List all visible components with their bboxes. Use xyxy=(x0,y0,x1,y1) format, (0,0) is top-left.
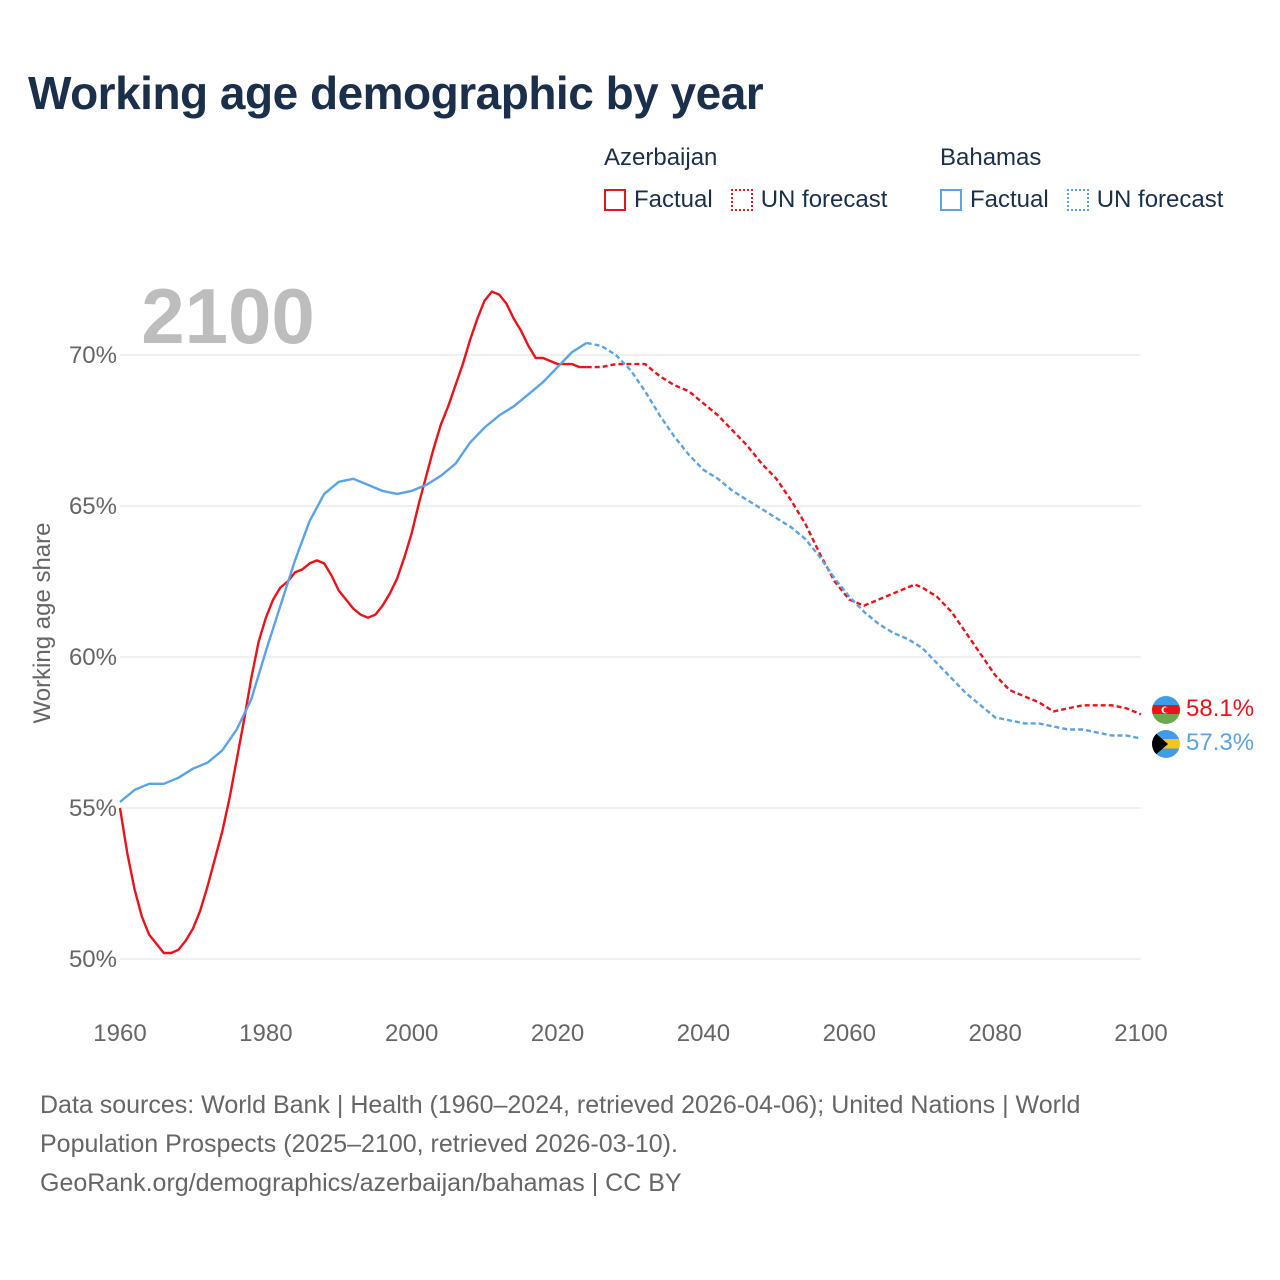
bahamas-end-label: 57.3% xyxy=(1186,729,1254,756)
y-tick-label: 50% xyxy=(69,946,117,973)
y-tick-label: 60% xyxy=(69,644,117,671)
chart-title: Working age demographic by year xyxy=(28,67,764,119)
azerbaijan-forecast-line xyxy=(586,362,1142,716)
legend-label-forecast[interactable]: UN forecast xyxy=(760,186,888,213)
footer-sources: Data sources: World Bank | Health (1960–… xyxy=(40,1086,1240,1203)
legend-country-label: Azerbaijan xyxy=(604,144,718,171)
x-tick-label: 2020 xyxy=(531,1020,584,1047)
bahamas-factual-line xyxy=(119,341,588,803)
x-tick-label: 2060 xyxy=(823,1020,876,1047)
legend-swatch-factual[interactable] xyxy=(604,189,626,211)
legend-label-factual[interactable]: Factual xyxy=(634,186,713,213)
x-tick-label: 2100 xyxy=(1114,1020,1167,1047)
footer-line[interactable]: GeoRank.org/demographics/azerbaijan/baha… xyxy=(40,1169,682,1197)
legend-country-label: Bahamas xyxy=(940,144,1042,171)
y-axis-ticks: 50% 55% 60% 65% 70% xyxy=(69,342,117,973)
y-tick-label: 65% xyxy=(69,493,117,520)
end-markers: 58.1% 57.3% xyxy=(1152,695,1254,758)
azerbaijan-end-label: 58.1% xyxy=(1186,695,1254,722)
x-tick-label: 2040 xyxy=(677,1020,730,1047)
footer-line: Data sources: World Bank | Health (1960–… xyxy=(40,1091,1081,1119)
legend-swatch-factual[interactable] xyxy=(940,189,962,211)
y-tick-label: 70% xyxy=(69,342,117,369)
gridlines xyxy=(120,354,1141,960)
legend-group-azerbaijan: Azerbaijan Factual UN forecast xyxy=(604,144,905,214)
legend-swatch-forecast[interactable] xyxy=(730,189,753,211)
x-tick-label: 1980 xyxy=(239,1020,292,1047)
legend-group-bahamas: Bahamas Factual UN forecast xyxy=(940,144,1241,214)
legend-label-forecast[interactable]: UN forecast xyxy=(1096,186,1224,213)
x-tick-label: 2080 xyxy=(968,1020,1021,1047)
azerbaijan-flag-icon xyxy=(1152,696,1180,724)
year-watermark: 2100 xyxy=(141,272,315,360)
bahamas-forecast-line xyxy=(586,341,1142,740)
legend-label-factual[interactable]: Factual xyxy=(970,186,1049,213)
x-tick-label: 2000 xyxy=(385,1020,438,1047)
x-tick-label: 1960 xyxy=(93,1020,146,1047)
azerbaijan-factual-line xyxy=(118,290,587,955)
legend-swatch-forecast[interactable] xyxy=(1066,189,1089,211)
series-lines xyxy=(118,290,1142,955)
bahamas-flag-icon xyxy=(1152,730,1180,758)
y-axis-label: Working age share xyxy=(29,523,56,724)
footer-line: Population Prospects (2025–2100, retriev… xyxy=(40,1130,678,1158)
y-tick-label: 55% xyxy=(69,795,117,822)
x-axis-ticks: 1960 1980 2000 2020 2040 2060 2080 2100 xyxy=(93,1020,1167,1047)
